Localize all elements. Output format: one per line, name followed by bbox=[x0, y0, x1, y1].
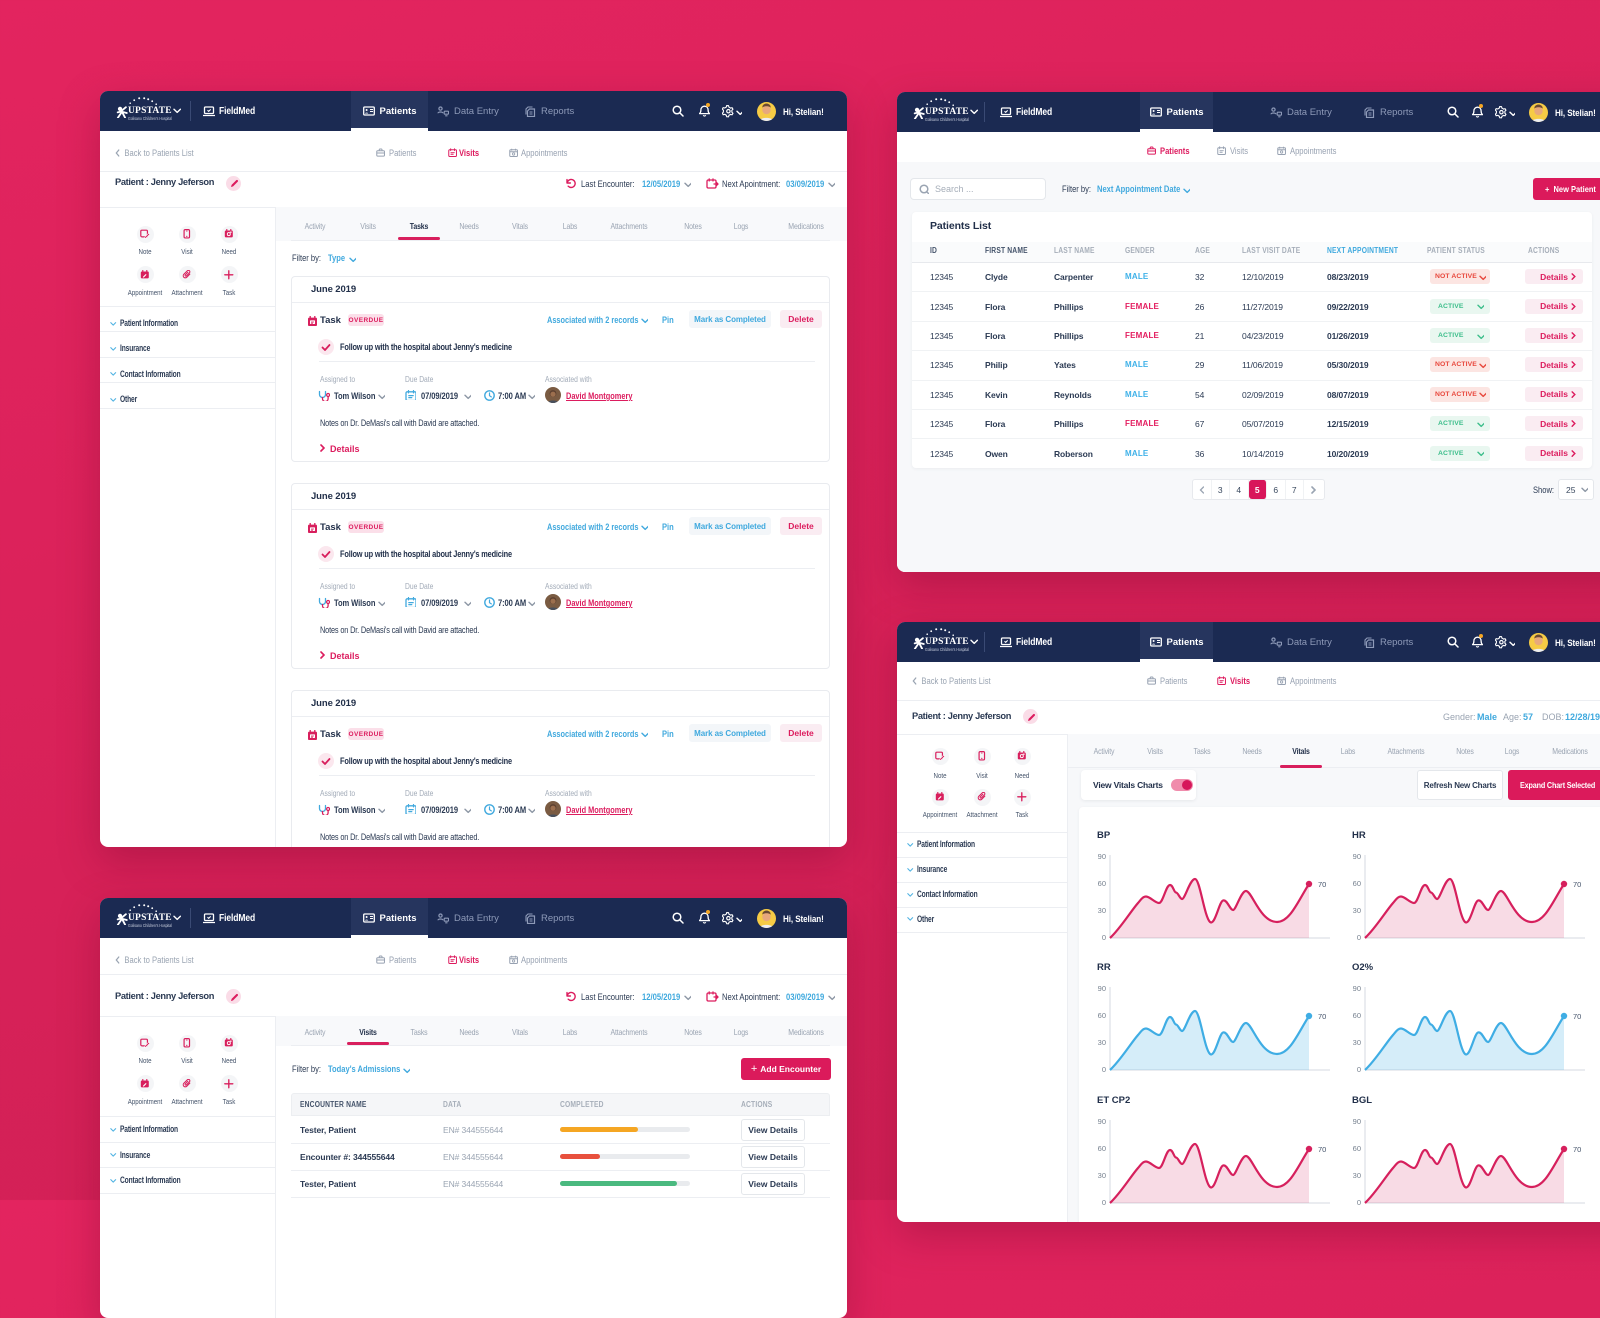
svg-text:0: 0 bbox=[1357, 1065, 1361, 1074]
svg-text:0: 0 bbox=[1357, 933, 1361, 942]
svg-text:30: 30 bbox=[1098, 1038, 1106, 1047]
svg-text:70: 70 bbox=[1318, 1145, 1326, 1154]
svg-text:60: 60 bbox=[1098, 1144, 1106, 1153]
svg-text:0: 0 bbox=[1357, 1198, 1361, 1207]
svg-text:90: 90 bbox=[1353, 984, 1361, 993]
svg-text:0: 0 bbox=[1102, 933, 1106, 942]
svg-text:90: 90 bbox=[1098, 984, 1106, 993]
svg-text:90: 90 bbox=[1098, 1117, 1106, 1126]
svg-text:60: 60 bbox=[1353, 879, 1361, 888]
svg-text:70: 70 bbox=[1573, 1145, 1581, 1154]
svg-text:30: 30 bbox=[1353, 906, 1361, 915]
svg-text:70: 70 bbox=[1573, 1012, 1581, 1021]
svg-text:90: 90 bbox=[1353, 852, 1361, 861]
svg-text:30: 30 bbox=[1098, 1171, 1106, 1180]
svg-text:60: 60 bbox=[1098, 1011, 1106, 1020]
svg-text:30: 30 bbox=[1098, 906, 1106, 915]
svg-text:0: 0 bbox=[1102, 1198, 1106, 1207]
svg-text:90: 90 bbox=[1098, 852, 1106, 861]
svg-text:60: 60 bbox=[1353, 1144, 1361, 1153]
svg-text:0: 0 bbox=[1102, 1065, 1106, 1074]
svg-text:70: 70 bbox=[1318, 1012, 1326, 1021]
svg-text:30: 30 bbox=[1353, 1171, 1361, 1180]
svg-text:70: 70 bbox=[1573, 880, 1581, 889]
svg-text:90: 90 bbox=[1353, 1117, 1361, 1126]
svg-text:30: 30 bbox=[1353, 1038, 1361, 1047]
svg-text:60: 60 bbox=[1098, 879, 1106, 888]
svg-text:70: 70 bbox=[1318, 880, 1326, 889]
svg-text:60: 60 bbox=[1353, 1011, 1361, 1020]
